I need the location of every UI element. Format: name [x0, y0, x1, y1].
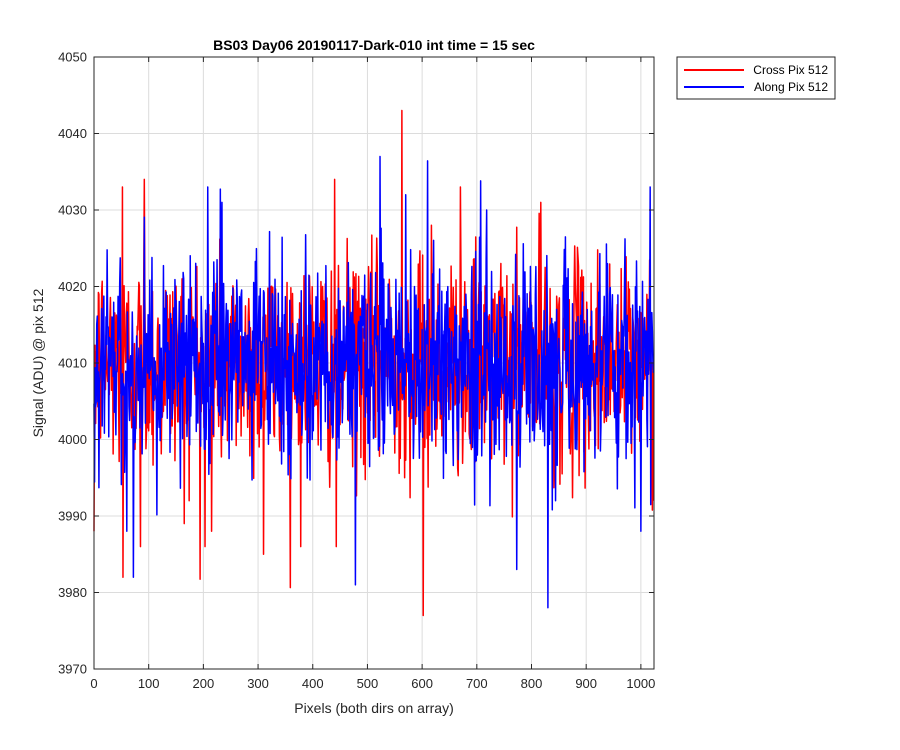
- x-tick-label: 0: [90, 676, 97, 691]
- tick-labels: 0 100 200 300 400 500 600 700 800 900 1000 3970 3980…: [58, 50, 655, 692]
- x-tick-label: 100: [138, 676, 160, 691]
- chart-title: BS03 Day06 20190117-Dark-010 int time = …: [213, 37, 535, 53]
- x-tick-label: 1000: [626, 676, 655, 691]
- x-tick-label: 500: [357, 676, 379, 691]
- x-tick-label: 300: [247, 676, 269, 691]
- x-axis-label: Pixels (both dirs on array): [294, 700, 454, 716]
- y-tick-label: 3980: [58, 585, 87, 600]
- x-tick-label: 400: [302, 676, 324, 691]
- x-tick-label: 800: [521, 676, 543, 691]
- x-tick-label: 600: [411, 676, 433, 691]
- x-tick-label: 700: [466, 676, 488, 691]
- y-tick-label: 4030: [58, 203, 87, 218]
- y-tick-label: 3970: [58, 662, 87, 677]
- legend-label-cross: Cross Pix 512: [753, 63, 828, 77]
- y-tick-label: 4050: [58, 50, 87, 65]
- legend-label-along: Along Pix 512: [754, 80, 828, 94]
- series-layer: [93, 109, 655, 617]
- legend: Cross Pix 512 Along Pix 512: [676, 56, 836, 100]
- x-tick-label: 900: [575, 676, 597, 691]
- y-tick-label: 4040: [58, 126, 87, 141]
- y-axis-label: Signal (ADU) @ pix 512: [30, 288, 46, 437]
- legend-box: [676, 56, 836, 100]
- y-tick-label: 4020: [58, 279, 87, 294]
- y-tick-label: 4010: [58, 356, 87, 371]
- x-tick-label: 200: [193, 676, 215, 691]
- y-tick-label: 4000: [58, 432, 87, 447]
- axis-ticks: [93, 56, 654, 670]
- series-line-along-pix-512: [93, 155, 655, 609]
- y-tick-label: 3990: [58, 509, 87, 524]
